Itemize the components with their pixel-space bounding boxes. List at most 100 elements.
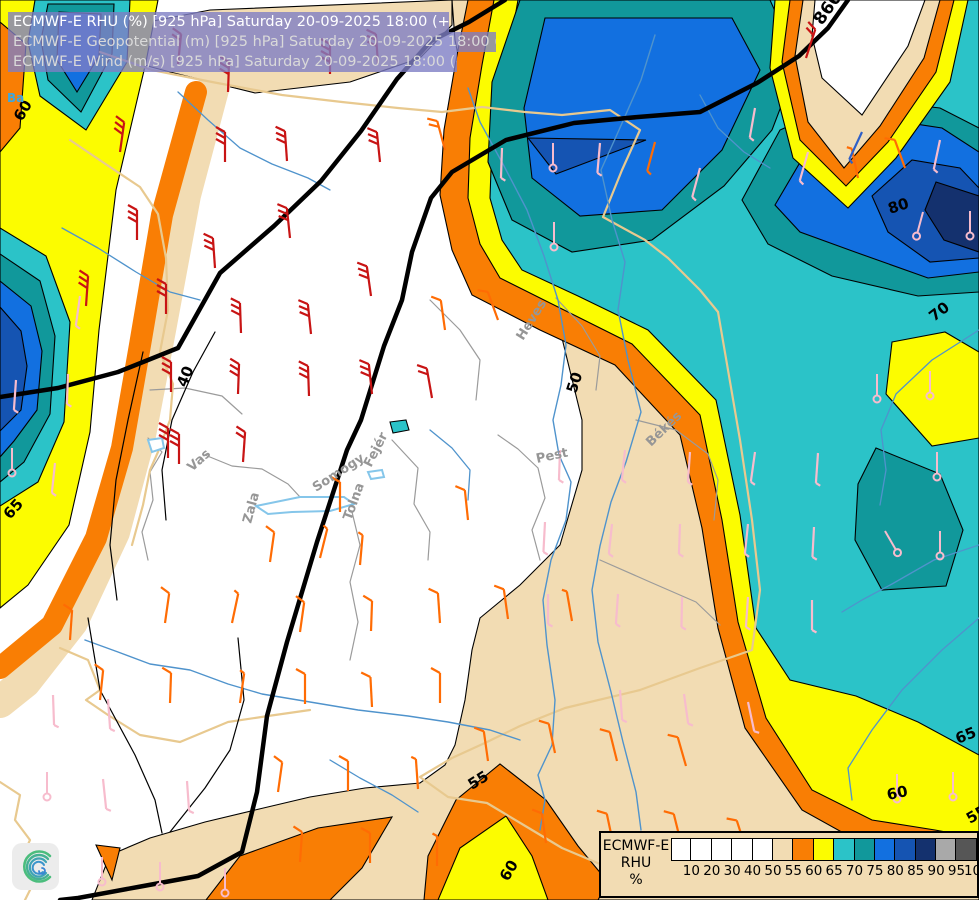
- geopotential-line-860: [57, 0, 851, 900]
- legend-box: [813, 838, 835, 861]
- wind-barb: [65, 373, 72, 408]
- title-rhu-text: ECMWF-E RHU (%) [925 hPa] Saturday 20-09…: [13, 14, 449, 30]
- legend-box: [752, 838, 773, 861]
- legend-tick: 70: [845, 863, 864, 879]
- wind-barb: [948, 772, 958, 802]
- river: [429, 429, 471, 501]
- legend-box: [732, 838, 753, 861]
- river-tisza: [591, 34, 656, 831]
- legend-tick: 65: [825, 863, 843, 879]
- wind-barb: [276, 203, 292, 239]
- wind-barb: [101, 778, 112, 812]
- lake-tisza-spot: [389, 419, 410, 434]
- wind-barb: [538, 719, 557, 754]
- wind-barb: [680, 596, 687, 631]
- county-border: [349, 511, 361, 661]
- wind-barb: [127, 204, 139, 240]
- wind-barb: [273, 755, 284, 793]
- wind-barb: [360, 671, 374, 708]
- wind-barb: [549, 222, 559, 252]
- river: [879, 329, 979, 506]
- wind-barb: [106, 698, 116, 733]
- county-border: [555, 297, 601, 391]
- wind-barb: [357, 531, 364, 566]
- wind-barb: [810, 600, 818, 634]
- legend-model-name: ECMWF-E: [602, 838, 670, 854]
- legend-box: [691, 838, 712, 861]
- wind-barb: [265, 525, 276, 563]
- wind-barb: [677, 523, 684, 558]
- legend-tick: 10: [682, 863, 700, 879]
- title-wind-text: ECMWF-E Wind (m/s) [925 hPa] Saturday 20…: [13, 54, 457, 70]
- wind-barb: [749, 451, 757, 486]
- wind-barb: [360, 827, 372, 863]
- wind-barb: [156, 278, 168, 314]
- wind-barb: [158, 422, 170, 458]
- wind-barb: [416, 364, 434, 399]
- county-border: [429, 299, 481, 401]
- river: [847, 617, 979, 801]
- region-bottom-orange-band: [205, 816, 394, 900]
- river: [61, 227, 201, 301]
- county-border: [391, 439, 431, 561]
- wind-barb: [542, 521, 549, 556]
- wind-barb: [338, 755, 350, 791]
- wind-barb: [748, 107, 757, 142]
- county-border: [599, 559, 721, 626]
- river: [841, 544, 979, 613]
- legend-tick: 30: [723, 863, 741, 879]
- wind-barb: [62, 603, 74, 641]
- wind-barb: [12, 379, 19, 414]
- wind-barb: [275, 125, 289, 162]
- wind-barb: [614, 593, 621, 628]
- wind-barb: [798, 151, 810, 186]
- country-border: [58, 646, 312, 744]
- rhu-color-legend: ECMWF-E RHU % 10 20 30 40 50 55 60 65 70 75 80 85 90…: [599, 831, 979, 898]
- wind-barb: [744, 596, 751, 631]
- wind-barb: [410, 755, 420, 790]
- wind-barb: [297, 299, 313, 335]
- title-geopotential-text: ECMWF-E Geopotential (m) [925 hPa] Satur…: [13, 34, 496, 50]
- spiral-icon: [22, 850, 52, 883]
- wind-barb: [804, 21, 817, 59]
- legend-box: [936, 838, 957, 861]
- wind-barb: [667, 733, 688, 767]
- legend-scale: 1020304050556065707580859095100: [671, 838, 979, 879]
- country-border: [98, 50, 720, 314]
- wind-barb: [318, 524, 329, 559]
- wind-barb: [235, 425, 247, 463]
- title-wind: ECMWF-E Wind (m/s) [925 hPa] Saturday 20…: [8, 52, 457, 72]
- wind-barb: [428, 587, 442, 624]
- legend-box: [671, 838, 692, 861]
- wind-barb: [925, 371, 935, 401]
- legend-tick-labels: 1020304050556065707580859095100: [671, 861, 979, 879]
- river-drava: [84, 639, 521, 741]
- wind-barb: [113, 115, 126, 153]
- wind-barb: [430, 667, 442, 703]
- wind-barb: [230, 589, 240, 624]
- wind-barb: [935, 531, 945, 561]
- wind-barb: [94, 663, 105, 701]
- wind-barb: [682, 693, 694, 727]
- legend-tick: 40: [743, 863, 762, 879]
- wind-barb: [618, 689, 628, 724]
- wind-barb: [230, 297, 243, 334]
- legend-box: [874, 838, 896, 861]
- legend-tick: 50: [764, 863, 782, 879]
- legend-color-boxes: [671, 838, 977, 861]
- wind-barb: [454, 485, 470, 521]
- wind-barb: [531, 808, 548, 844]
- county-border: [204, 454, 301, 498]
- wind-barb: [362, 594, 374, 632]
- legend-tick: 85: [907, 863, 925, 879]
- county-border: [635, 419, 719, 521]
- wind-barb: [546, 594, 554, 628]
- legend-tick: 75: [866, 863, 884, 879]
- wind-barb: [50, 462, 57, 497]
- wind-barb: [746, 701, 760, 734]
- contour-label: 80: [886, 194, 911, 218]
- wind-barb: [561, 588, 574, 622]
- wind-barb: [215, 126, 227, 162]
